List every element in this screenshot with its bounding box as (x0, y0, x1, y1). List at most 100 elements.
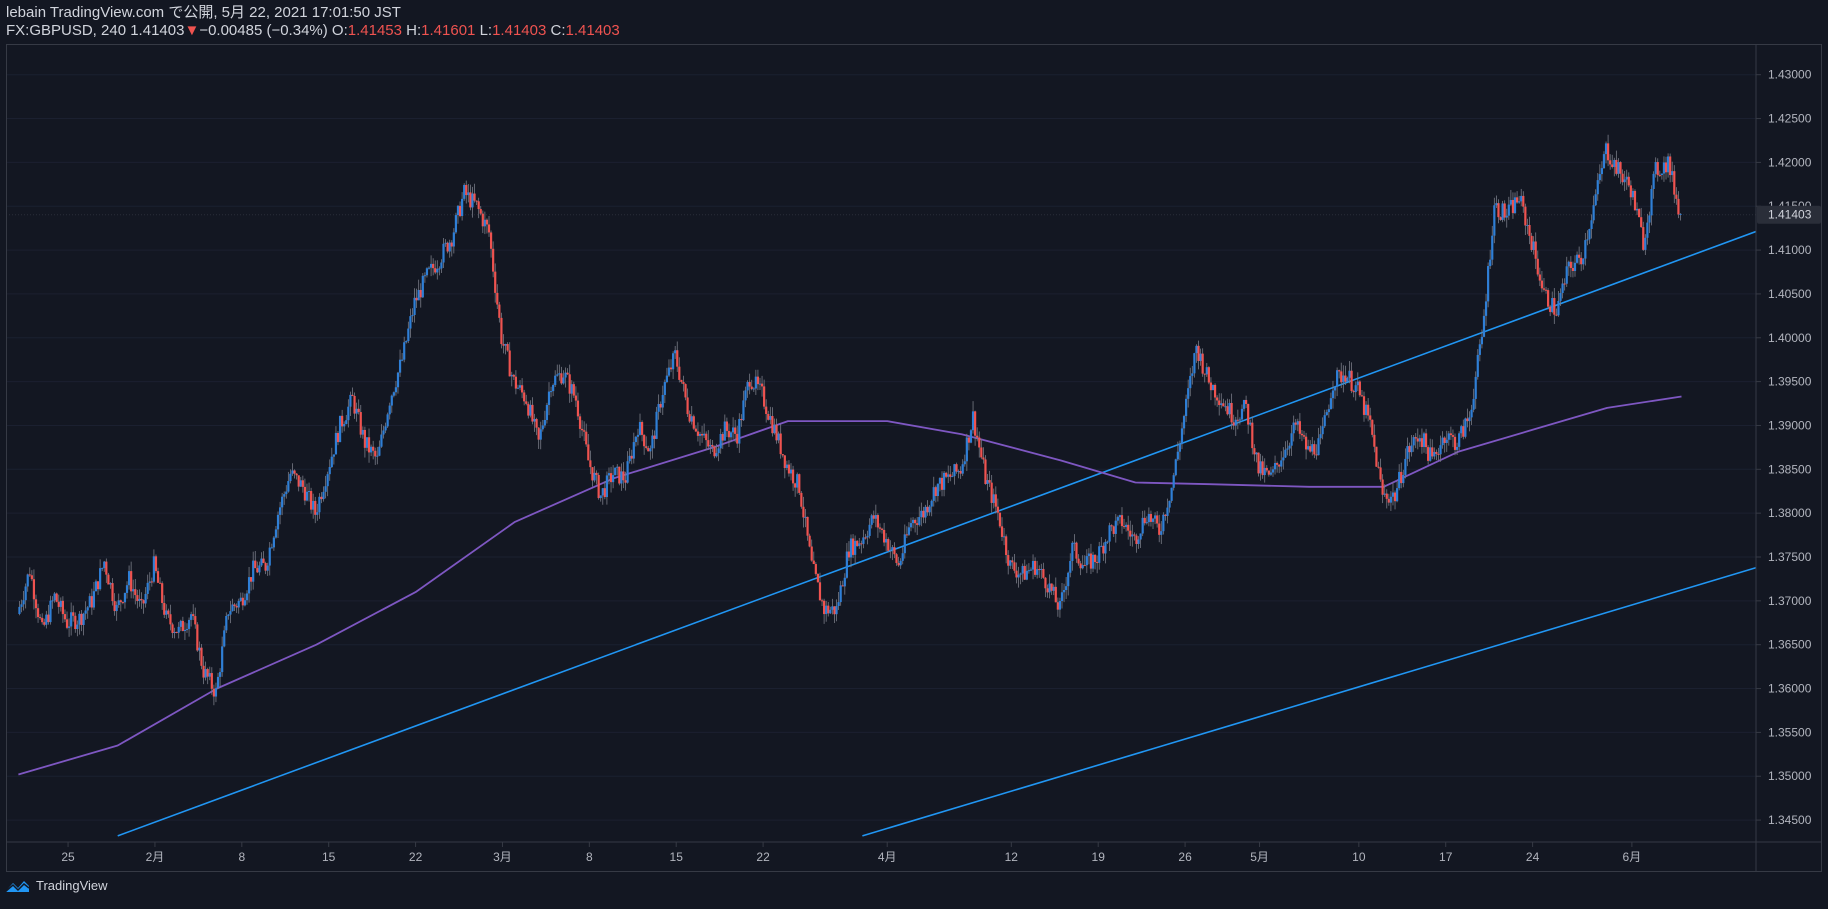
candle-body (1062, 590, 1066, 593)
candle-body (769, 416, 772, 420)
candle-body (330, 456, 333, 468)
candle-body (1226, 406, 1229, 415)
candle-body (1385, 493, 1388, 499)
candle-body (1563, 283, 1566, 285)
candle-body (945, 472, 948, 477)
candle-body (1120, 515, 1124, 527)
candle-body (1640, 217, 1643, 228)
candle-body (1017, 574, 1020, 578)
candle-body (996, 506, 999, 513)
candle-body (1091, 554, 1095, 569)
candle-body (1526, 225, 1529, 227)
candle-body (196, 624, 199, 651)
y-tick-label: 1.36000 (1768, 682, 1812, 696)
candle-body (736, 433, 739, 444)
candle-body (1114, 520, 1117, 534)
candle-body (1313, 444, 1316, 455)
candle-body (680, 379, 683, 382)
candle-body (965, 437, 968, 462)
chart-area[interactable]: 1.430001.425001.420001.415001.410001.405… (6, 44, 1822, 877)
x-tick-label: 8 (238, 850, 245, 864)
candle-body (1638, 208, 1641, 218)
candle-body (961, 464, 964, 474)
candle-body (200, 647, 203, 666)
candle-body (1110, 525, 1113, 527)
price-chart[interactable]: 1.430001.425001.420001.415001.410001.405… (6, 44, 1822, 872)
candle-body (1178, 444, 1182, 452)
candle-body (1034, 560, 1037, 575)
candle-body (1185, 398, 1188, 417)
candle-body (531, 404, 534, 422)
candle-body (523, 392, 526, 402)
candle-body (1031, 560, 1035, 570)
y-tick-label: 1.35500 (1768, 725, 1812, 739)
candle-body (1501, 203, 1504, 220)
candle-body (1158, 523, 1161, 535)
candle-body (1658, 174, 1661, 176)
candle-body (1331, 390, 1335, 399)
candle-body (310, 491, 313, 510)
candle-body (1284, 449, 1287, 458)
candle-body (1294, 422, 1297, 425)
candle-body (1238, 419, 1241, 421)
candle-body (692, 416, 695, 429)
candle-body (146, 582, 149, 594)
candle-body (1228, 402, 1231, 415)
candle-body (1307, 446, 1310, 450)
candle-body (645, 446, 648, 448)
candle-body (1538, 274, 1541, 281)
y-tick-label: 1.37500 (1768, 550, 1812, 564)
candle-body (1069, 560, 1072, 573)
candle-body (1048, 583, 1051, 593)
trendlines[interactable] (117, 48, 1822, 837)
candle-body (276, 514, 280, 530)
candle-body (767, 413, 770, 420)
candle-body (1234, 419, 1237, 426)
x-tick-label: 22 (756, 850, 770, 864)
candle-body (936, 483, 939, 497)
candle-body (140, 598, 143, 601)
candle-body (115, 605, 118, 612)
x-tick-label: 4月 (878, 850, 897, 864)
candle-body (479, 209, 482, 214)
candle-body (593, 472, 596, 481)
candle-body (868, 524, 871, 536)
candle-body (870, 515, 873, 525)
candle-body (547, 391, 551, 405)
candle-body (1660, 173, 1663, 176)
candle-body (502, 344, 505, 346)
candle-body (1195, 345, 1198, 354)
candle-body (1209, 382, 1213, 391)
candle-body (570, 384, 573, 394)
x-tick-label: 26 (1178, 850, 1192, 864)
candle-body (585, 431, 588, 445)
chart-background (6, 44, 1822, 872)
candle-body (1445, 439, 1448, 443)
candle-body (61, 600, 64, 615)
time-axis[interactable]: 25 2月 8 15 22 3月 8 15 22 4月 12 19 26 5月 10 17 24 6月 (61, 842, 1641, 864)
candle-body (1298, 421, 1301, 434)
candle-body (1453, 436, 1457, 450)
candle-body (1631, 190, 1635, 198)
candle-body (227, 614, 230, 617)
x-tick-label: 10 (1352, 850, 1366, 864)
candle-body (394, 387, 398, 393)
candle-body (636, 434, 640, 437)
candle-body (210, 673, 213, 689)
candle-body (1398, 471, 1401, 489)
candle-body (1216, 397, 1219, 401)
symbol-label[interactable]: FX:GBPUSD, 240 (6, 22, 127, 39)
candle-body (274, 529, 278, 538)
candle-body (1635, 208, 1639, 211)
candle-body (1145, 522, 1148, 524)
candle-body (204, 669, 207, 678)
candle-body (1096, 562, 1099, 564)
candle-body (159, 582, 162, 584)
tradingview-brand-label[interactable]: TradingView (36, 878, 108, 893)
candle-body (963, 461, 966, 465)
candle-body (423, 275, 426, 277)
x-tick-label: 8 (586, 850, 593, 864)
candle-body (609, 473, 613, 483)
candle-body (185, 628, 189, 630)
candle-body (1458, 433, 1461, 447)
